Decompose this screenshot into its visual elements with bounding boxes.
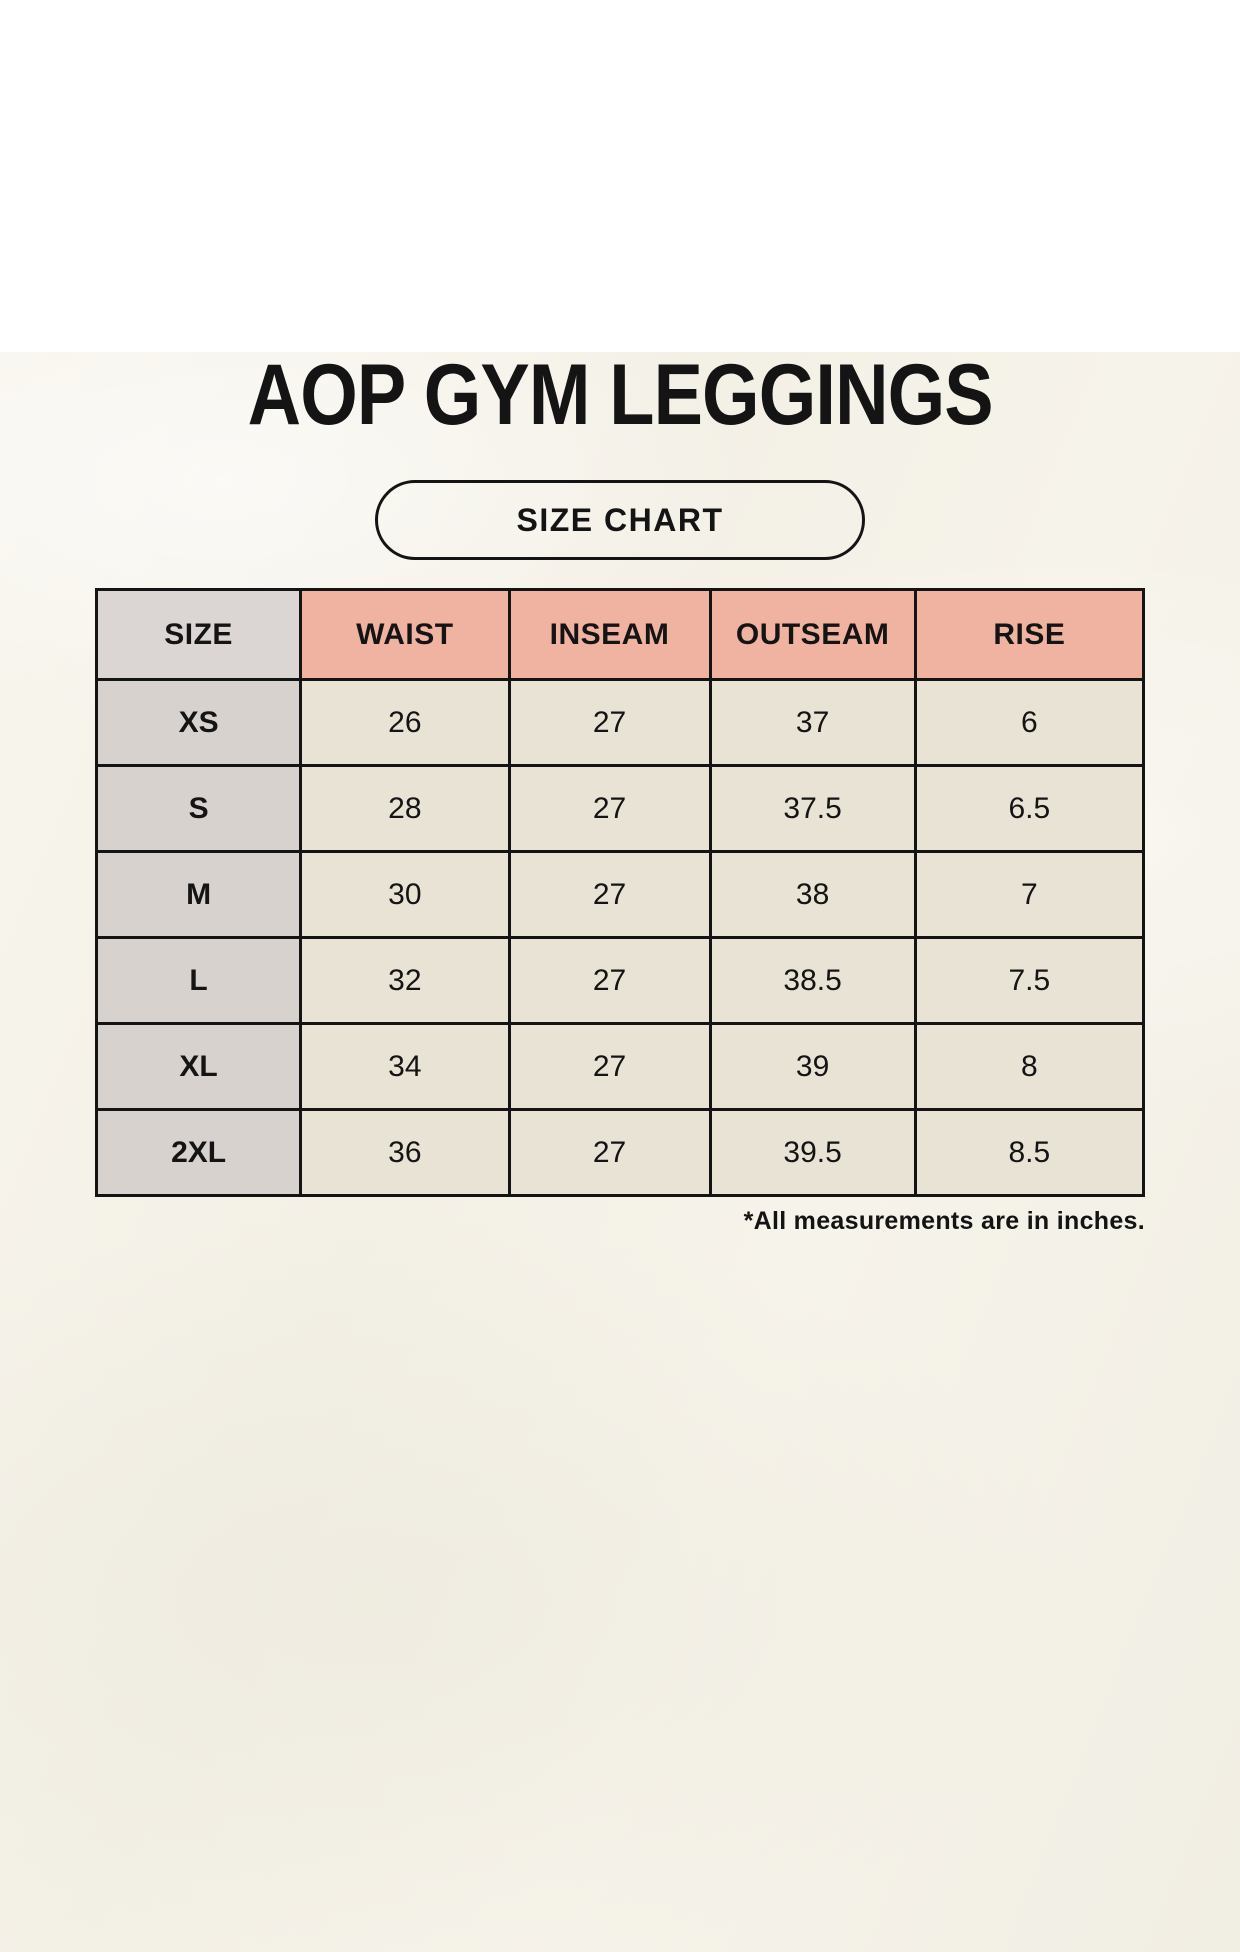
measurement-cell-waist: 36 [299, 1108, 511, 1197]
size-label-cell: XS [94, 678, 303, 767]
header-cell-rise: RISE [913, 588, 1146, 681]
measurement-cell-waist: 26 [299, 678, 511, 767]
measurement-cell-waist: 34 [299, 1022, 511, 1111]
size-label-cell: XL [94, 1022, 303, 1111]
measurement-cell-rise: 8 [913, 1022, 1146, 1111]
size-label-cell: L [94, 936, 303, 1025]
header-cell-outseam: OUTSEAM [708, 588, 917, 681]
table-row-s: S 28 27 37.5 6.5 [94, 764, 1146, 853]
page-title: AOP GYM LEGGINGS [0, 352, 1240, 438]
measurement-cell-outseam: 38 [708, 850, 917, 939]
measurement-cell-rise: 7 [913, 850, 1146, 939]
measurements-footnote: *All measurements are in inches. [743, 1207, 1145, 1235]
header-cell-waist: WAIST [299, 588, 511, 681]
header-cell-inseam: INSEAM [507, 588, 712, 681]
measurement-cell-outseam: 38.5 [708, 936, 917, 1025]
measurement-cell-inseam: 27 [507, 850, 712, 939]
measurement-cell-rise: 7.5 [913, 936, 1146, 1025]
measurement-cell-outseam: 37.5 [708, 764, 917, 853]
header-cell-size: SIZE [94, 588, 303, 681]
size-table-header: SIZE WAIST INSEAM OUTSEAM RISE [94, 588, 1146, 681]
size-chart-badge: SIZE CHART [375, 480, 865, 560]
table-row-xl: XL 34 27 39 8 [94, 1022, 1146, 1111]
measurement-cell-inseam: 27 [507, 1108, 712, 1197]
measurement-cell-rise: 8.5 [913, 1108, 1146, 1197]
table-row-l: L 32 27 38.5 7.5 [94, 936, 1146, 1025]
size-table: SIZE WAIST INSEAM OUTSEAM RISE XS 26 27 … [94, 588, 1146, 1197]
table-row-xs: XS 26 27 37 6 [94, 678, 1146, 767]
measurement-cell-waist: 32 [299, 936, 511, 1025]
page-background: AOP GYM LEGGINGS SIZE CHART SIZE WAIST I… [0, 352, 1240, 1952]
table-row-2xl: 2XL 36 27 39.5 8.5 [94, 1108, 1146, 1197]
size-label-cell: M [94, 850, 303, 939]
size-table-body: XS 26 27 37 6 S 28 27 37.5 6.5 M 30 27 3… [94, 678, 1146, 1197]
measurement-cell-rise: 6 [913, 678, 1146, 767]
size-label-cell: S [94, 764, 303, 853]
measurement-cell-outseam: 39.5 [708, 1108, 917, 1197]
page-title-text: AOP GYM LEGGINGS [247, 347, 993, 443]
table-row-m: M 30 27 38 7 [94, 850, 1146, 939]
measurement-cell-rise: 6.5 [913, 764, 1146, 853]
measurement-cell-inseam: 27 [507, 936, 712, 1025]
measurement-cell-inseam: 27 [507, 764, 712, 853]
measurement-cell-inseam: 27 [507, 1022, 712, 1111]
measurement-cell-outseam: 37 [708, 678, 917, 767]
size-chart-badge-label: SIZE CHART [516, 501, 724, 538]
measurement-cell-waist: 30 [299, 850, 511, 939]
measurement-cell-outseam: 39 [708, 1022, 917, 1111]
header-row: SIZE WAIST INSEAM OUTSEAM RISE [94, 588, 1146, 681]
measurement-cell-waist: 28 [299, 764, 511, 853]
size-label-cell: 2XL [94, 1108, 303, 1197]
measurement-cell-inseam: 27 [507, 678, 712, 767]
